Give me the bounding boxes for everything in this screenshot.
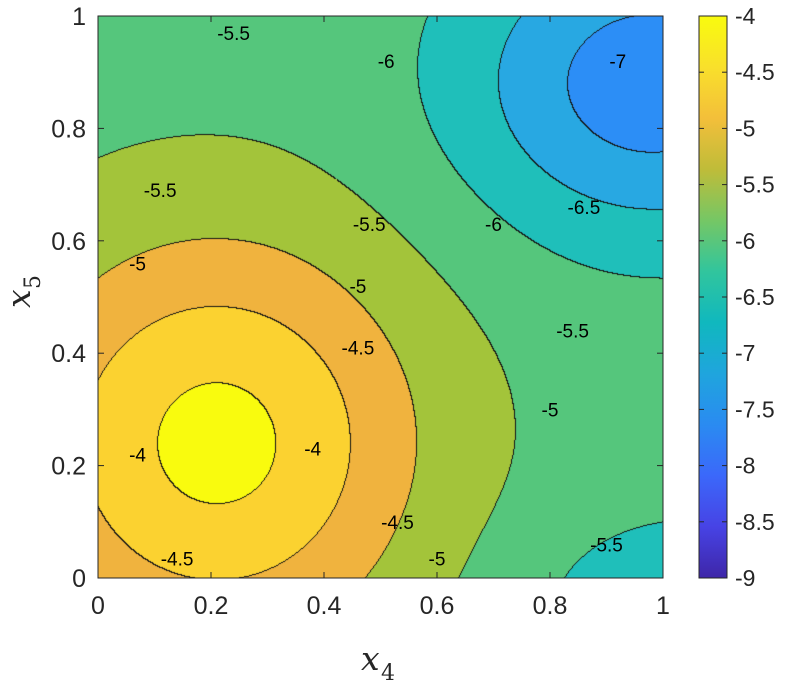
x-tick-label: 0.8 (533, 592, 568, 620)
y-tick-label: 0.8 (51, 115, 86, 143)
contour-label-text: -4.5 (381, 513, 414, 534)
contour-label: -4 (304, 440, 321, 461)
contour-label-text: -4.5 (342, 339, 375, 360)
contour-label: -4 (129, 445, 146, 466)
x-tick-label: 0 (91, 592, 105, 620)
contour-label: -5 (349, 277, 366, 298)
plot-frame (97, 15, 664, 579)
colorbar-tick-label: -5.5 (735, 172, 775, 198)
y-axis-label: x 5 (0, 275, 46, 308)
y-tick-label: 0.2 (51, 453, 86, 481)
contour-label: -5.5 (217, 24, 250, 45)
y-axis-label-sub: 5 (21, 275, 46, 289)
y-tick-label: 0.4 (51, 340, 86, 368)
contour-label: -6 (485, 215, 502, 236)
contour-label-text: -5.5 (144, 181, 177, 202)
y-tick-label: 0.6 (51, 228, 86, 256)
colorbar-tick-label: -9 (735, 565, 755, 591)
colorbar-tick-label: -8.5 (735, 509, 775, 535)
contour-label-text: -7 (609, 52, 626, 73)
colorbar-tick-label: -8 (735, 453, 755, 479)
contour-label: -4.5 (161, 549, 194, 570)
contour-label-text: -6 (378, 52, 395, 73)
y-axis-label-base: x (0, 289, 38, 308)
colorbar-tick-label: -4 (735, 3, 756, 29)
contour-fill (98, 16, 663, 578)
contour-label-text: -4.5 (161, 549, 194, 570)
contour-label: -5.5 (556, 322, 589, 343)
contour-label: -6.5 (568, 198, 601, 219)
contour-label: -4.5 (381, 513, 414, 534)
contour-label: -4.5 (342, 339, 375, 360)
x-tick-label: 0.6 (420, 592, 455, 620)
colorbar-tick-label: -7 (735, 340, 755, 366)
y-axis: 0 0.2 0.4 0.6 0.8 1 (51, 3, 663, 593)
colorbar-tick-label: -6 (735, 228, 755, 254)
colorbar-tick-label: -6.5 (735, 284, 775, 310)
colorbar: -4 -4.5 -5 -5.5 -6 -6.5 -7 -7.5 -8 -8.5 -9 (698, 3, 775, 591)
contour-label-text: -6.5 (568, 198, 601, 219)
y-tick-label: 1 (72, 3, 86, 31)
contour-label-text: -5.5 (353, 215, 386, 236)
contour-label: -5.5 (590, 535, 623, 556)
contour-label-text: -5.5 (556, 322, 589, 343)
x-tick-label: 0.4 (307, 592, 342, 620)
x-axis-label: x 4 (361, 639, 395, 681)
contour-label: -5.5 (144, 181, 177, 202)
x-axis-label-base: x (361, 639, 380, 678)
contour-label: -5.5 (353, 215, 386, 236)
contour-label-text: -5 (429, 549, 446, 570)
x-tick-label: 1 (656, 592, 670, 620)
contour-label-text: -4 (129, 445, 146, 466)
y-tick-label: 0 (72, 565, 86, 593)
contour-labels: -5.5 -6 -7 -5.5 -5.5 -6 -6.5 -5 -5 -5.5 -4.5 -5 -4 -4… (129, 24, 626, 570)
contour-label-text: -5.5 (590, 535, 623, 556)
x-axis-label-sub: 4 (381, 661, 395, 681)
contour-label-text: -6 (485, 215, 502, 236)
contour-label-text: -5.5 (217, 24, 250, 45)
contour-label-text: -5 (129, 254, 146, 275)
x-axis: 0 0.2 0.4 0.6 0.8 1 (91, 16, 670, 620)
x-tick-label: 0.2 (194, 592, 229, 620)
colorbar-tick-label: -7.5 (735, 396, 775, 422)
contour-label: -5 (542, 400, 559, 421)
contour-label-text: -4 (304, 440, 321, 461)
contour-label: -5 (129, 254, 146, 275)
contour-label: -6 (378, 52, 395, 73)
colorbar-tick-label: -5 (735, 115, 755, 141)
contour-plot-area (97, 15, 664, 579)
colorbar-tick-label: -4.5 (735, 59, 775, 85)
contour-label-text: -5 (349, 277, 366, 298)
contour-label: -5 (429, 549, 446, 570)
contour-label: -7 (609, 52, 626, 73)
contour-label-text: -5 (542, 400, 559, 421)
